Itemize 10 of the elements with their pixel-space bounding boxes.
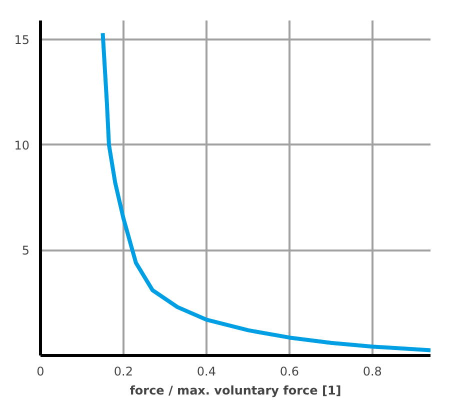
x-tick-label: 0.4 [196,364,216,378]
y-tick-label: 5 [22,244,30,258]
y-tick-label: 15 [14,32,30,47]
x-axis-title: force / max. voluntary force [1] [130,384,342,398]
x-tick-label: 0.2 [114,364,134,378]
line-series [100,31,430,352]
y-tick-label: 10 [14,138,30,152]
x-tick-label: 0.6 [280,364,299,378]
x-tick-label: 0.8 [362,364,382,378]
x-tick-label: 0 [36,364,44,378]
